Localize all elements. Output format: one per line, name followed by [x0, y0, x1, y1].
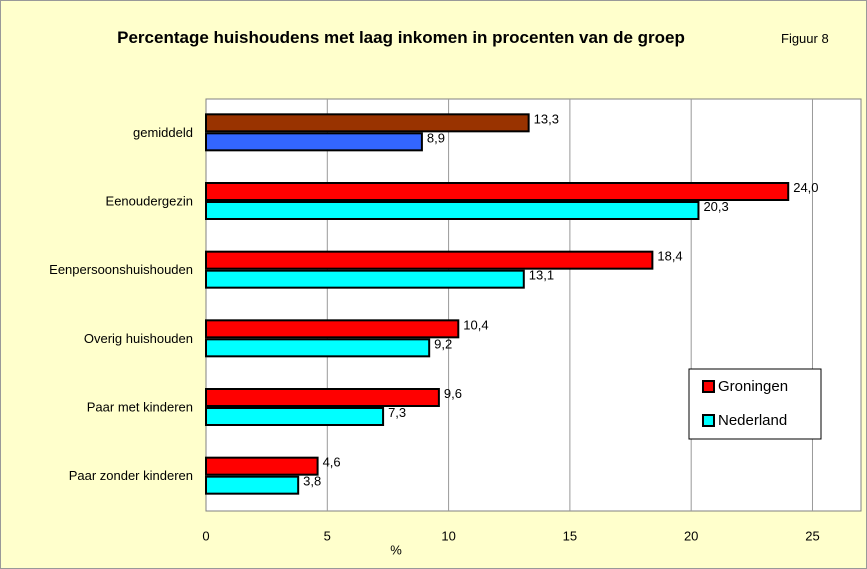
data-label: 18,4 [657, 249, 682, 264]
data-label: 7,3 [388, 405, 406, 420]
y-tick-label: gemiddeld [133, 125, 193, 140]
figure-label: Figuur 8 [781, 31, 829, 46]
data-label: 13,3 [534, 111, 559, 126]
bar [205, 388, 440, 407]
x-tick-label: 25 [805, 528, 819, 543]
data-label: 10,4 [463, 317, 488, 332]
bar [205, 182, 790, 201]
bar [205, 407, 385, 426]
data-label: 4,6 [323, 455, 341, 470]
x-tick-label: 10 [441, 528, 455, 543]
bar [205, 269, 525, 289]
legend-swatch [702, 380, 715, 393]
data-label: 24,0 [793, 180, 818, 195]
data-label: 3,8 [303, 474, 321, 489]
y-tick-label: Overig huishouden [84, 331, 193, 346]
x-tick-label: 5 [324, 528, 331, 543]
legend-label: Groningen [718, 378, 788, 395]
bar [205, 475, 300, 495]
bar [205, 319, 460, 339]
bar [205, 338, 431, 358]
x-tick-label: 20 [684, 528, 698, 543]
y-tick-label: Eenoudergezin [106, 193, 193, 208]
bar [205, 113, 530, 133]
y-tick-label: Paar met kinderen [87, 399, 193, 414]
bar [205, 250, 654, 270]
x-tick-label: 15 [563, 528, 577, 543]
x-axis-label: % [390, 542, 402, 557]
data-label: 9,2 [434, 336, 452, 351]
plot-area [205, 98, 862, 512]
y-tick-label: Eenpersoonshuishouden [49, 262, 193, 277]
data-label: 20,3 [703, 199, 728, 214]
bar [205, 132, 423, 152]
bar [205, 201, 700, 220]
x-tick-label: 0 [202, 528, 209, 543]
chart-title: Percentage huishoudens met laag inkomen … [117, 28, 685, 47]
data-label: 13,1 [529, 268, 554, 283]
data-label: 8,9 [427, 130, 445, 145]
legend-label: Nederland [718, 412, 787, 429]
bar [205, 456, 319, 476]
legend-swatch [702, 414, 715, 427]
y-tick-label: Paar zonder kinderen [69, 468, 193, 483]
data-label: 9,6 [444, 386, 462, 401]
